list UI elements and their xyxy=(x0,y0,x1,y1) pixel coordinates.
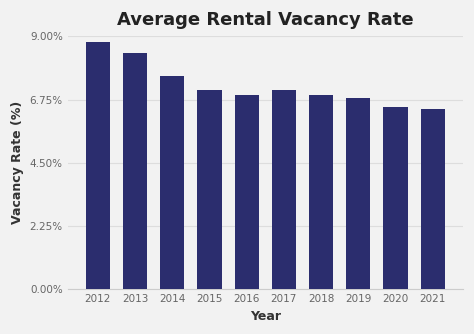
Bar xyxy=(123,53,147,290)
Bar xyxy=(272,90,296,290)
Bar xyxy=(160,75,184,290)
X-axis label: Year: Year xyxy=(250,310,281,323)
Bar xyxy=(86,42,110,290)
Bar xyxy=(235,95,259,290)
Bar xyxy=(421,109,445,290)
Title: Average Rental Vacancy Rate: Average Rental Vacancy Rate xyxy=(117,11,414,29)
Bar xyxy=(383,107,408,290)
Bar xyxy=(309,95,333,290)
Y-axis label: Vacancy Rate (%): Vacancy Rate (%) xyxy=(11,101,24,224)
Bar xyxy=(346,98,371,290)
Bar xyxy=(197,90,221,290)
